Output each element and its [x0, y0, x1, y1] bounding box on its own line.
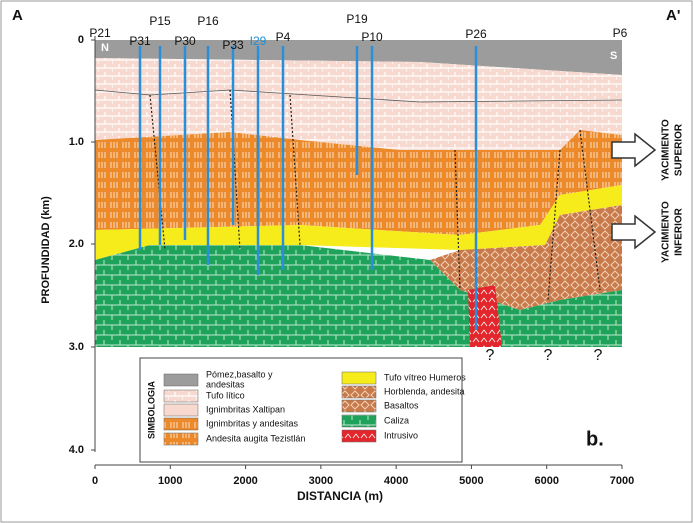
layer-pomez [95, 40, 622, 75]
legend-label: Andesita augita Tezistlán [206, 433, 305, 443]
x-tick-label: 7000 [610, 475, 634, 487]
y-axis-title: PROFUNDIDAD (km) [40, 196, 52, 304]
legend-swatch [341, 429, 377, 443]
x-tick-label: 1000 [158, 475, 182, 487]
legend-label: andesitas [206, 379, 245, 389]
x-tick-label: 4000 [384, 475, 408, 487]
legend-label: Caliza [384, 415, 409, 425]
legend-label: Tufo lítico [206, 390, 245, 400]
well-label: P16 [197, 14, 219, 28]
x-tick-label: 2000 [233, 475, 257, 487]
zone-label: YACIMIENTO [661, 119, 672, 181]
legend-swatch [163, 389, 199, 403]
x-tick-label: 0 [92, 475, 98, 487]
legend-label: Ignimbritas Xaltipan [206, 404, 285, 414]
layer-tufo [95, 58, 622, 150]
legend-label: Ignimbritas y andesitas [206, 418, 299, 428]
annotations: 0 1.0 2.0 3.0 4.0 0 1000 2000 3000 4000 5000 6000 70… [69, 34, 685, 487]
x-tick-label: 3000 [309, 475, 333, 487]
well-label: P6 [613, 26, 628, 40]
y-tick-label: 3.0 [69, 341, 84, 353]
y-tick-label: 4.0 [69, 444, 84, 456]
well-label: P26 [465, 27, 487, 41]
north: N [101, 42, 109, 54]
well-label: I29 [250, 34, 267, 48]
legend-swatch [163, 373, 199, 387]
well-label: P19 [346, 12, 368, 26]
zone-label: INFERIOR [674, 207, 685, 256]
zone-label: SUPERIOR [674, 123, 685, 176]
legend-label: Tufo vítreo Humeros [384, 372, 466, 382]
legend-title: SIMBOLOGIA [146, 381, 156, 439]
legend-swatch [163, 432, 199, 446]
well-label: P15 [149, 14, 171, 28]
unknown-mark: ? [594, 347, 603, 364]
y-tick-label: 1.0 [69, 136, 84, 148]
layer-horblenda [430, 205, 622, 310]
zone-arrow [611, 214, 657, 250]
layers [94, 40, 623, 347]
south: S [610, 50, 617, 62]
x-tick-label: 5000 [459, 475, 483, 487]
well-label: P21 [89, 26, 111, 40]
layer-ignimbrita [95, 130, 622, 235]
legend-swatch [341, 371, 377, 385]
well-label: P31 [129, 34, 151, 48]
panel-label: A [12, 7, 23, 24]
legend-swatch [163, 403, 199, 417]
well-label: P33 [222, 38, 244, 52]
legend-swatch [341, 414, 377, 428]
legend: SIMBOLOGIA Pómez,basalto yandesitasTufo … [139, 357, 466, 463]
well-label: P10 [361, 30, 383, 44]
fault [149, 89, 601, 301]
zone-arrow [611, 132, 657, 168]
well-label: P4 [276, 30, 291, 44]
y-tick-label: 2.0 [69, 238, 84, 250]
legend-swatch [163, 417, 199, 431]
unknown-mark: ? [544, 347, 553, 364]
panel-label-end: A' [666, 7, 680, 24]
layer-tufo-vitreo [95, 185, 622, 260]
legend-label: Horblenda, andesita [384, 386, 465, 396]
x-tick-label: 6000 [534, 475, 558, 487]
y-tick-label: 0 [78, 34, 84, 46]
legend-swatch [341, 399, 377, 413]
legend-label: Intrusivo [384, 430, 418, 440]
x-axis-title: DISTANCIA (m) [297, 489, 383, 503]
legend-label: Pómez,basalto y [206, 369, 273, 379]
zone-label: YACIMIENTO [661, 201, 672, 263]
legend-swatch [341, 385, 377, 399]
subfigure-label: b. [586, 428, 604, 450]
legend-label: Basaltos [384, 400, 419, 410]
unknown-mark: ? [486, 347, 495, 364]
well-label: P30 [174, 34, 196, 48]
